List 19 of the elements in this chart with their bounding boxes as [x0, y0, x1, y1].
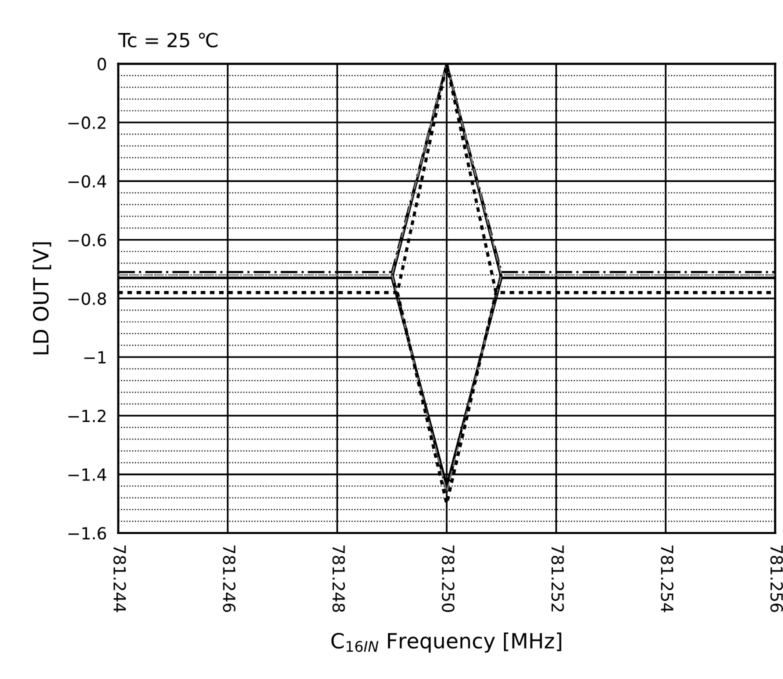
y-tick-label: −1: [84, 351, 106, 364]
y-tick-label: −1.4: [68, 468, 106, 481]
x-axis-title: C$_{16IN}$ Frequency [MHz]: [331, 632, 562, 653]
x-tick-label: 781.248: [332, 545, 345, 612]
y-tick-label: −0.8: [68, 292, 106, 305]
chart-title: Tc = 25 ℃: [118, 32, 218, 48]
y-axis-title: LD OUT [V]: [32, 242, 52, 354]
y-tick-label: −0.2: [68, 116, 106, 130]
x-tick-label: 781.244: [113, 545, 126, 612]
y-tick-label: −1.6: [68, 526, 106, 540]
x-tick-label: 781.246: [222, 545, 236, 612]
y-tick-label: −0.6: [68, 234, 106, 246]
x-tick-label: 781.254: [660, 545, 674, 612]
x-tick-label: 781.250: [442, 545, 454, 612]
x-tick-label: 781.252: [551, 545, 564, 612]
y-tick-label: 0: [98, 58, 106, 70]
x-tick-label: 781.256: [770, 545, 783, 612]
y-tick-label: −0.4: [68, 175, 106, 188]
y-tick-label: −1.2: [68, 410, 106, 422]
